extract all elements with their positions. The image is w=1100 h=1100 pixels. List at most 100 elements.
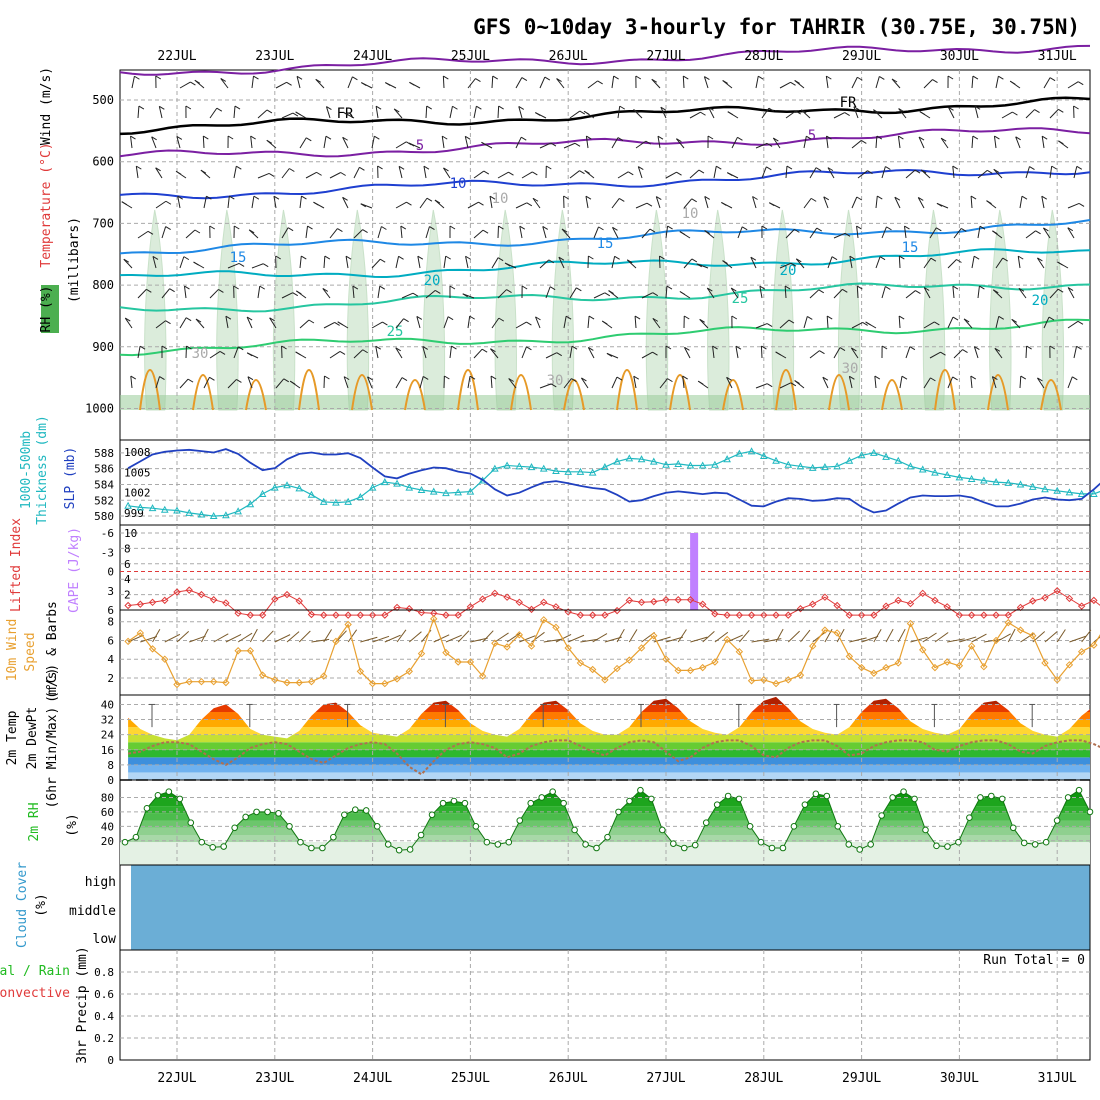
warm-contour <box>934 369 956 411</box>
wind-barb <box>203 377 210 389</box>
thickness-point <box>649 457 658 465</box>
wind-speed-point <box>478 672 487 680</box>
wind-barb <box>665 285 668 299</box>
wind-barb <box>539 383 552 389</box>
thickness-point <box>674 459 683 467</box>
upper-air-panel: 5006007008009001000FRFR55101010151515202… <box>39 44 1091 441</box>
wind-barb <box>518 106 523 119</box>
wind-barb <box>227 379 237 389</box>
wind-barb <box>833 288 843 299</box>
wind-barb-feather <box>1076 345 1082 350</box>
precip-label-1: Convective <box>0 986 70 1001</box>
li-tick: 0 <box>107 566 114 579</box>
wind-barb <box>993 136 997 149</box>
thickness-point <box>124 501 132 509</box>
wind-barb <box>375 346 379 359</box>
wind-barb <box>897 136 901 149</box>
wind-barb <box>275 378 285 389</box>
wind-speed-point <box>161 655 169 663</box>
wind-barb-feather <box>877 195 883 200</box>
precip-label-2-0: 3hr Precip (mm) <box>75 946 90 1063</box>
li-tick: 3 <box>107 585 114 598</box>
wind-barb-feather <box>535 316 541 321</box>
wind-barb <box>750 256 757 269</box>
wind-barb-feather <box>498 105 504 110</box>
contour-label: 10 <box>682 206 699 222</box>
wind-barb <box>995 257 1004 269</box>
cloud-level-low: low <box>93 932 117 947</box>
wind-barb <box>137 289 147 299</box>
li-point <box>136 600 145 608</box>
wind-barb <box>827 256 833 269</box>
wind-barb-feather <box>218 289 224 293</box>
wind-barb <box>176 136 181 149</box>
wind-barb <box>473 170 485 179</box>
wind-barb-feather <box>657 135 664 140</box>
rh-legend-swatch <box>41 285 59 333</box>
date-label-top: 28JUL <box>744 49 783 64</box>
wind-barb-feather <box>1076 165 1083 170</box>
wind-barb-feather <box>679 291 686 295</box>
wind-speed-point <box>381 679 389 688</box>
thickness-point <box>967 474 976 482</box>
wind-speed-line <box>127 617 1100 686</box>
thickness-point <box>564 467 573 475</box>
wind-barb <box>658 255 661 269</box>
li-point <box>711 610 719 618</box>
wind-barb-feather <box>633 109 639 113</box>
wind-speed-point <box>723 635 731 644</box>
wind-barb <box>1025 230 1036 239</box>
wind-barb <box>977 226 981 239</box>
wind-barb <box>179 317 187 329</box>
rh-point <box>341 811 348 819</box>
wind-barb <box>473 348 483 359</box>
li-point <box>295 597 303 605</box>
thickness-point <box>992 478 1000 486</box>
wind-barb-feather <box>1041 135 1048 140</box>
wind-barb <box>203 196 207 209</box>
wind-speed-point <box>906 619 915 628</box>
wind-barb-feather <box>826 75 832 80</box>
wind-barb <box>970 376 973 389</box>
wind-barb <box>947 376 954 389</box>
rh-point <box>264 808 271 816</box>
thickness-point <box>344 497 352 505</box>
wind-barb-feather <box>506 289 512 294</box>
wind-barb-feather <box>876 135 883 140</box>
temp-tick: 8 <box>107 759 114 772</box>
wind-speed-point <box>1053 676 1061 684</box>
wind-barb-feather <box>816 227 823 232</box>
wind-speed-point <box>845 652 854 661</box>
wind-barb <box>947 316 954 329</box>
wind-barb <box>953 228 962 239</box>
wind-barb <box>755 383 768 389</box>
wind-speed-point <box>319 672 328 680</box>
wind-barb-feather <box>794 228 800 233</box>
wind-barb <box>823 196 829 209</box>
wind-speed-point <box>943 658 951 666</box>
rh-point <box>527 799 535 807</box>
wind-barb <box>329 350 341 359</box>
thickness-point <box>491 464 499 472</box>
li-point <box>821 593 829 601</box>
rh-point <box>165 788 173 795</box>
wind-barb-feather <box>375 345 382 350</box>
wind-barb <box>898 315 901 329</box>
thickness-tick: 586 <box>94 463 114 476</box>
wind-barb <box>151 136 157 149</box>
rh-point <box>669 840 677 847</box>
wind-barb <box>923 287 931 299</box>
li-tick: -6 <box>101 527 114 540</box>
thickness-point <box>601 463 609 471</box>
wind-barb <box>726 377 733 389</box>
wind-barb-feather <box>992 230 998 235</box>
wind-barb <box>684 347 691 359</box>
warm-contour <box>722 379 744 411</box>
wind-barb-feather <box>682 375 688 380</box>
wind-barb <box>123 258 133 269</box>
wind-barb-feather <box>409 81 415 86</box>
wind-speed-point <box>1041 659 1049 667</box>
wind-barb <box>251 76 254 89</box>
wind-barb-feather <box>296 290 302 295</box>
